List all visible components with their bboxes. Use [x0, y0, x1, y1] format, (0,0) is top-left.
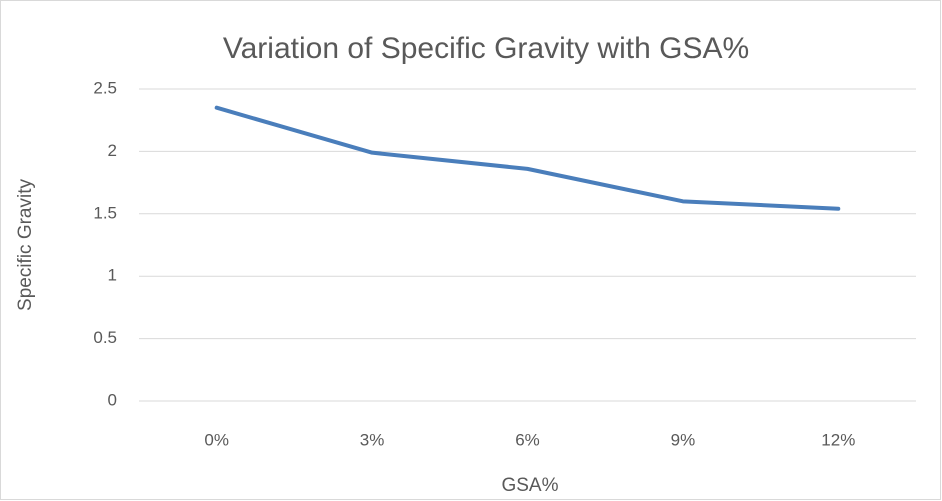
x-tick-label: 3% [360, 430, 385, 449]
y-tick-label: 0 [108, 390, 117, 409]
y-tick-label: 0.5 [93, 328, 117, 347]
x-tick-label: 6% [515, 430, 540, 449]
y-tick-label: 1 [108, 266, 117, 285]
x-tick-label: 12% [821, 430, 855, 449]
x-tick-label: 0% [204, 430, 229, 449]
x-axis-label: GSA% [501, 475, 558, 496]
y-tick-label: 1.5 [93, 203, 117, 222]
data-line [214, 105, 841, 211]
y-axis-label: Specific Gravity [15, 179, 36, 311]
x-tick-label: 9% [671, 430, 696, 449]
y-tick-label: 2.5 [93, 78, 117, 97]
chart-title: Variation of Specific Gravity with GSA% [223, 32, 749, 65]
y-tick-label: 2 [108, 141, 117, 160]
